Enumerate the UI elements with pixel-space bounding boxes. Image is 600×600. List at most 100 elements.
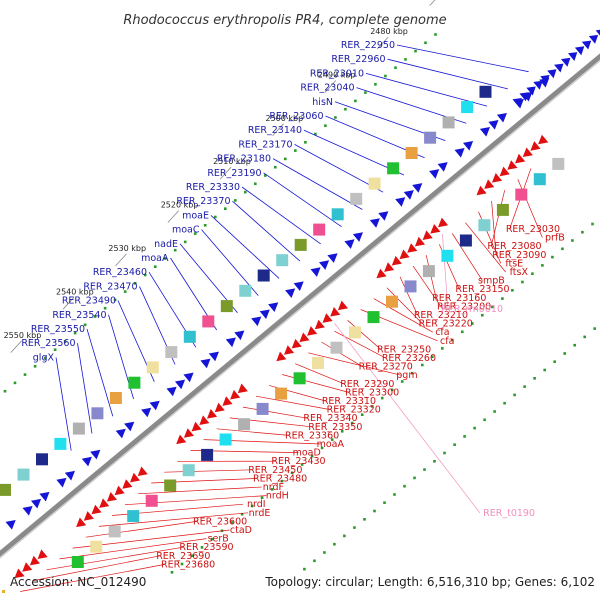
dot-row-outer	[63, 340, 67, 343]
dot-row-inner	[461, 330, 464, 334]
reverse-gene-label: cfa	[440, 336, 454, 347]
annotation-block	[182, 464, 195, 477]
dot-row-outer	[113, 298, 117, 302]
dot-row-far	[463, 435, 466, 438]
reverse-gene-arrow	[507, 160, 518, 170]
forward-gene-arrow	[429, 169, 440, 179]
forward-gene-label: RER_23180	[217, 154, 271, 165]
forward-gene-arrow	[115, 428, 126, 439]
reverse-label-line	[452, 233, 483, 281]
reverse-gene-label: ftsX	[510, 267, 529, 278]
annotation-block	[349, 326, 361, 339]
reverse-gene-arrow	[307, 326, 318, 336]
dot-row-outer	[43, 356, 47, 360]
dot-row-inner	[230, 521, 234, 524]
reverse-gene-arrow	[91, 504, 102, 515]
reverse-gene-arrow	[384, 262, 395, 272]
scale-tick	[272, 123, 284, 136]
rna-label-line	[334, 323, 481, 514]
dot-row-inner	[481, 313, 484, 317]
genome-summary-text: Topology: circular; Length: 6,516,310 bp…	[264, 575, 595, 589]
dot-row-outer	[23, 373, 27, 376]
reverse-gene-label: RER_23270	[359, 362, 413, 373]
reverse-label-line	[138, 486, 262, 495]
dot-row-outer	[364, 91, 367, 94]
dot-row-inner	[280, 479, 284, 483]
dot-row-inner	[400, 380, 404, 383]
scale-tick	[324, 80, 337, 93]
forward-gene-arrow	[200, 358, 211, 369]
forward-gene-arrow	[554, 63, 564, 73]
annotation-block	[128, 376, 141, 389]
forward-gene-label: RER_23540	[52, 310, 106, 321]
forward-label-line	[294, 144, 384, 193]
forward-gene-arrow	[31, 498, 42, 509]
dot-row-inner	[200, 546, 204, 549]
reverse-gene-label: RER_23350	[308, 422, 362, 433]
reverse-gene-arrow	[37, 549, 48, 559]
reverse-label-line	[399, 276, 418, 316]
annotation-block	[257, 269, 270, 282]
reverse-gene-label: RER_23320	[327, 405, 381, 416]
annotation-block	[220, 300, 233, 313]
reverse-gene-arrow	[222, 396, 233, 406]
dot-row-inner	[531, 272, 534, 275]
forward-gene-label: moaC	[172, 225, 200, 236]
reverse-gene-arrow	[438, 217, 449, 228]
forward-gene-arrow	[454, 148, 465, 158]
reverse-gene-arrow	[276, 351, 287, 362]
dot-row-far	[303, 567, 306, 571]
scale-label: 2540 kbp	[56, 287, 94, 296]
genome-backbone-shadow	[0, 59, 600, 559]
dot-row-inner	[190, 554, 194, 557]
dot-row-outer	[73, 331, 77, 335]
dot-row-outer	[354, 99, 357, 103]
annotation-block	[145, 494, 158, 507]
annotation-block	[275, 387, 288, 400]
reverse-gene-arrow	[137, 466, 148, 476]
gene-labels: RER_22950 RER_22960 RER_23010 RER_23040 hisN…	[21, 40, 564, 570]
forward-gene-arrow	[285, 288, 296, 298]
dot-row-inner	[561, 247, 564, 251]
reverse-label-line	[33, 555, 161, 581]
forward-gene-label: RER_22960	[331, 54, 385, 65]
annotation-block	[496, 203, 509, 216]
dot-row-inner	[360, 413, 364, 416]
dot-row-inner	[441, 347, 444, 350]
reverse-label-line	[255, 395, 331, 410]
dot-row-outer	[33, 365, 37, 368]
scale-tick	[115, 253, 127, 267]
forward-gene-arrow	[403, 190, 414, 200]
reverse-label-line	[282, 374, 349, 393]
dot-row-far	[473, 426, 476, 430]
dot-row-inner	[320, 446, 324, 450]
forward-gene-arrow	[547, 69, 557, 79]
annotation-block	[367, 311, 380, 324]
dot-row-outer	[193, 232, 197, 235]
dot-row-inner	[370, 405, 374, 408]
forward-gene-arrow	[352, 232, 363, 242]
forward-gene-label: RER_23170	[238, 139, 292, 150]
genome-backbone	[0, 53, 600, 557]
reverse-gene-label: RER_23030	[506, 224, 560, 235]
dot-row-far	[593, 327, 596, 330]
dot-row-far	[333, 542, 336, 546]
dot-row-far	[363, 518, 366, 521]
reverse-gene-label: nrdF	[263, 482, 284, 493]
dot-row-outer	[244, 190, 247, 194]
dot-row-outer	[324, 124, 327, 127]
reverse-label-line	[59, 538, 207, 560]
reverse-gene-label: serB	[208, 534, 229, 545]
map-title: Rhodococcus erythropolis PR4, complete g…	[123, 13, 446, 28]
reverse-gene-arrow	[337, 300, 348, 311]
forward-gene-label: RER_23040	[300, 83, 354, 94]
dot-row-outer	[103, 306, 107, 310]
dot-row-outer	[123, 290, 127, 293]
dot-row-inner	[541, 264, 544, 267]
reverse-label-line	[465, 222, 506, 273]
reverse-gene-label: prfB	[545, 233, 565, 244]
dot-row-inner	[501, 297, 504, 300]
scale-tick	[10, 340, 22, 353]
forward-gene-arrow	[496, 113, 507, 123]
annotation-block	[424, 131, 437, 144]
